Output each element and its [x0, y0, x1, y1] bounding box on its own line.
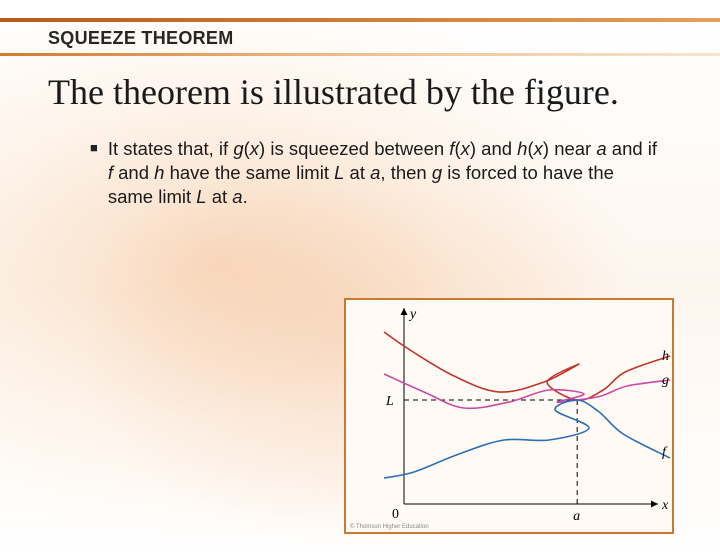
svg-text:x: x	[661, 498, 669, 513]
figure-attribution: © Thomson Higher Education	[350, 524, 429, 530]
bullet-item: ■ It states that, if g(x) is squeezed be…	[90, 137, 660, 209]
svg-text:g: g	[662, 373, 669, 388]
svg-text:0: 0	[392, 507, 399, 522]
svg-text:f: f	[662, 445, 668, 460]
squeeze-theorem-figure: y x 0 La hg f	[346, 300, 676, 536]
svg-text:y: y	[408, 307, 417, 322]
bullet-section: ■ It states that, if g(x) is squeezed be…	[0, 115, 720, 209]
main-text: The theorem is illustrated by the figure…	[0, 56, 720, 115]
slide-header-title: SQUEEZE THEOREM	[0, 22, 720, 53]
svg-text:h: h	[662, 349, 669, 364]
svg-text:a: a	[573, 509, 580, 524]
figure-box: y x 0 La hg f © Thomson Higher Education	[344, 298, 674, 534]
bullet-text: It states that, if g(x) is squeezed betw…	[108, 137, 660, 209]
bullet-marker: ■	[90, 140, 98, 155]
svg-text:L: L	[385, 394, 394, 409]
